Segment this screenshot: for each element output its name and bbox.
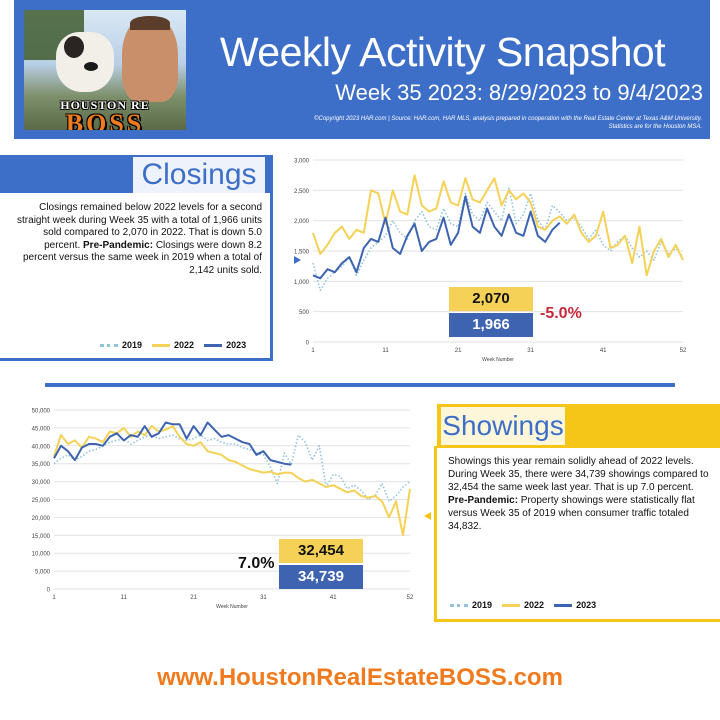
closings-description: Closings remained below 2022 levels for … [14,202,262,277]
showings-pre-label: Pre-Pandemic: [448,495,519,506]
y-tick-label: 30,000 [32,480,51,486]
y-tick-label: 25,000 [32,498,51,504]
showings-callout-2023: 34,739 [279,565,363,589]
x-tick-label: 1 [311,348,315,354]
section-divider [45,383,675,387]
legend-swatch-2023-b [554,603,573,607]
x-tick-label: 21 [190,595,197,601]
y-tick-label: 1,000 [294,280,310,286]
legend-swatch-2023 [204,343,223,347]
legend-item-2019-b: 2019 [450,600,492,610]
x-tick-label: 21 [455,348,462,354]
legend-swatch-2022 [152,343,171,347]
series-line-2019 [312,186,684,292]
x-axis-label: Week Number [216,604,248,610]
series-line-2023 [312,195,561,280]
showings-para-2: Property showings were statistically fla… [448,495,695,532]
y-tick-label: 50,000 [32,409,51,415]
showings-legend: 2019 2022 2023 [450,600,596,610]
y-tick-label: 5,000 [35,570,51,576]
legend-swatch-2019-b [450,603,468,607]
closings-callout-2022: 2,070 [449,287,533,311]
y-tick-label: 0 [47,588,51,594]
showings-change: 7.0% [238,555,275,572]
series-line-2022 [53,425,411,537]
copyright-line-1: ©Copyright 2023 HAR.com | Source: HAR.co… [314,116,702,122]
closings-para-1: Closings remained below 2022 levels for … [17,202,262,251]
showings-chart: 0 5,000 10,000 15,000 20,000 25,000 30,000 35,0… [32,409,414,611]
logo-text-top: HOUSTON RE [60,98,150,112]
x-tick-label: 31 [527,348,534,354]
legend-label-2022: 2022 [174,340,195,350]
series-line-2023 [53,421,292,466]
closings-pre-label: Pre-Pandemic: [83,239,154,251]
legend-item-2022: 2022 [152,340,194,350]
x-tick-label: 52 [680,348,687,354]
legend-swatch-2019 [100,343,118,347]
logo-photo: HOUSTON RE BOSS [24,10,186,130]
closings-heading: Closings [141,158,257,191]
closings-legend: 2019 2022 2023 [100,340,246,350]
photo-dog [56,32,114,92]
page-title: Weekly Activity Snapshot [219,29,666,75]
copyright-note: ©Copyright 2023 HAR.com | Source: HAR.co… [180,115,702,131]
closings-title-box [133,157,265,193]
closings-callout-2023: 1,966 [449,313,533,337]
y-tick-label: 40,000 [32,444,51,450]
header-banner: HOUSTON RE BOSS [14,0,710,139]
showings-description: Showings this year remain solidly ahead … [448,455,710,533]
y-tick-label: 2,500 [294,189,310,195]
closings-change: -5.0% [540,305,582,322]
showings-pointer-icon [424,512,431,520]
y-tick-label: 45,000 [32,426,51,432]
series-line-2022 [312,174,684,277]
legend-swatch-2022-b [502,603,521,607]
y-tick-label: 10,000 [32,552,51,558]
x-tick-label: 1 [52,595,56,601]
x-tick-label: 41 [600,348,607,354]
y-tick-label: 2,000 [294,219,310,225]
photo-man [122,16,178,102]
closings-para-2: Closings were down 8.2 percent versus th… [22,239,262,276]
closings-panel [0,193,273,361]
legend-item-2022-b: 2022 [502,600,544,610]
x-tick-label: 11 [382,348,389,354]
legend-item-2023-b: 2023 [554,600,596,610]
y-tick-label: 3,000 [294,159,310,165]
showings-title-box [441,407,565,445]
legend-label-2019-b: 2019 [472,600,493,610]
showings-panel [434,446,720,622]
closings-pointer-icon [294,256,301,264]
page-subtitle: Week 35 2023: 8/29/2023 to 9/4/2023 [335,80,703,105]
legend-item-2019: 2019 [100,340,142,350]
website-link[interactable]: www.HoustonRealEstateBOSS.com [157,664,563,691]
x-tick-label: 52 [407,595,414,601]
x-tick-label: 31 [260,595,267,601]
y-tick-label: 1,500 [294,250,310,256]
copyright-line-2: Statistics are for the Houston MSA. [608,124,702,130]
y-tick-label: 20,000 [32,516,51,522]
showings-heading: Showings [442,410,564,441]
legend-label-2019: 2019 [122,340,143,350]
x-axis-label: Week Number [482,357,514,363]
y-tick-label: 15,000 [32,534,51,540]
x-tick-label: 11 [121,595,128,601]
y-tick-label: 500 [299,310,310,316]
legend-label-2022-b: 2022 [524,600,545,610]
showings-callout-2022: 32,454 [279,539,363,563]
legend-item-2023: 2023 [204,340,246,350]
legend-label-2023: 2023 [226,340,247,350]
logo-text-bottom: BOSS [65,109,145,131]
x-tick-label: 41 [330,595,337,601]
y-tick-label: 35,000 [32,462,51,468]
y-tick-label: 0 [306,341,310,347]
legend-label-2023-b: 2023 [576,600,597,610]
showings-para-1: Showings this year remain solidly ahead … [448,456,709,493]
